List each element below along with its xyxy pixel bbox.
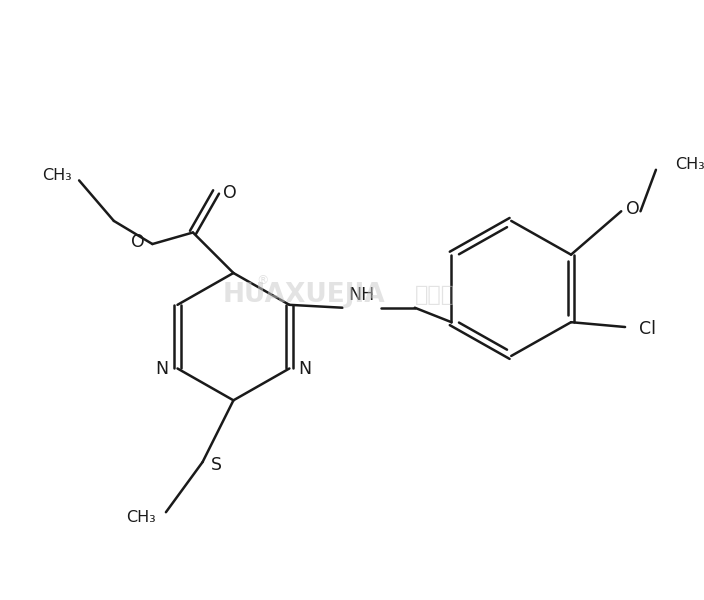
Text: N: N	[298, 361, 311, 379]
Text: ®: ®	[256, 274, 269, 287]
Text: N: N	[156, 361, 169, 379]
Text: CH₃: CH₃	[42, 168, 71, 183]
Text: S: S	[210, 456, 222, 474]
Text: 化学加: 化学加	[415, 285, 455, 305]
Text: HUAXUEJIA: HUAXUEJIA	[222, 282, 385, 308]
Text: NH: NH	[348, 286, 375, 304]
Text: CH₃: CH₃	[127, 509, 156, 524]
Text: O: O	[626, 200, 640, 218]
Text: CH₃: CH₃	[675, 157, 704, 172]
Text: O: O	[131, 233, 145, 251]
Text: Cl: Cl	[639, 320, 655, 338]
Text: O: O	[222, 184, 237, 202]
